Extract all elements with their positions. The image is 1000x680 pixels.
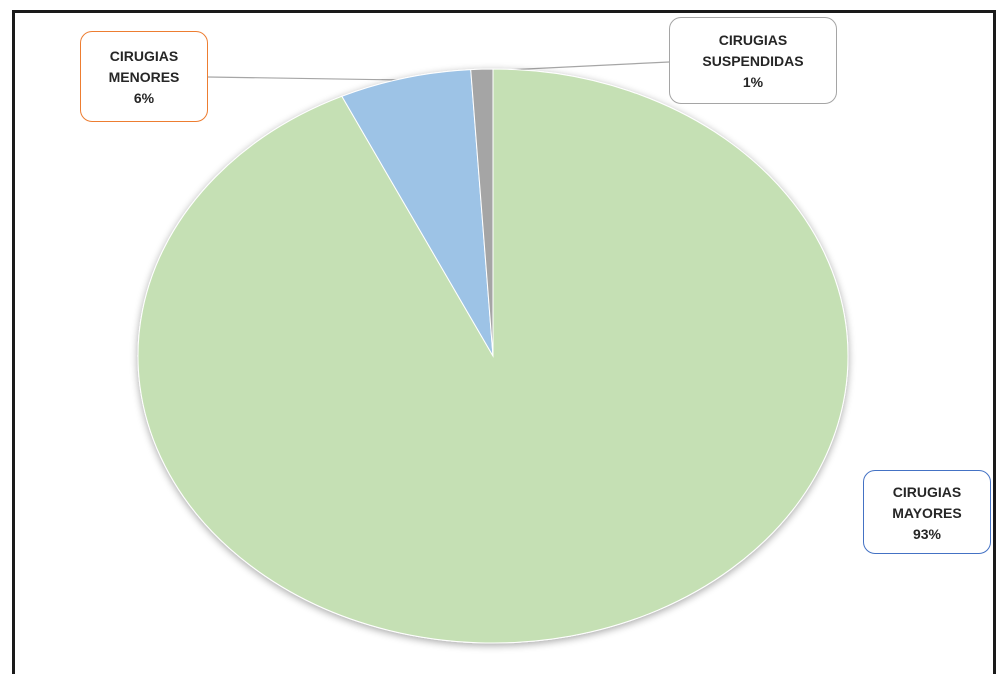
data-label-percent: 6% bbox=[133, 90, 155, 106]
data-label-line-2: MENORES bbox=[108, 69, 180, 85]
data-label-line-2: MAYORES bbox=[892, 504, 962, 521]
pie-slice-cirugias-mayores bbox=[137, 68, 849, 644]
pie-slice-cirugias-suspendidas bbox=[470, 68, 494, 357]
data-label-line-2: SUSPENDIDAS bbox=[702, 53, 804, 69]
pie-slices bbox=[137, 68, 849, 644]
leader-line-cirugias-menores bbox=[207, 76, 405, 81]
data-label-line-1: CIRUGIAS bbox=[109, 48, 179, 64]
data-label-line-1: CIRUGIAS bbox=[718, 32, 788, 48]
pie-slice-cirugias-menores bbox=[341, 69, 494, 357]
data-label-line-1: CIRUGIAS bbox=[892, 483, 962, 500]
data-label-cirugias-mayores: CIRUGIAS MAYORES 93% bbox=[863, 470, 991, 554]
data-label-percent: 93% bbox=[912, 525, 942, 542]
data-label-percent: 1% bbox=[742, 74, 764, 90]
data-label-cirugias-suspendidas: CIRUGIAS SUSPENDIDAS 1% bbox=[669, 17, 837, 104]
data-label-cirugias-menores: CIRUGIAS MENORES 6% bbox=[80, 31, 208, 122]
